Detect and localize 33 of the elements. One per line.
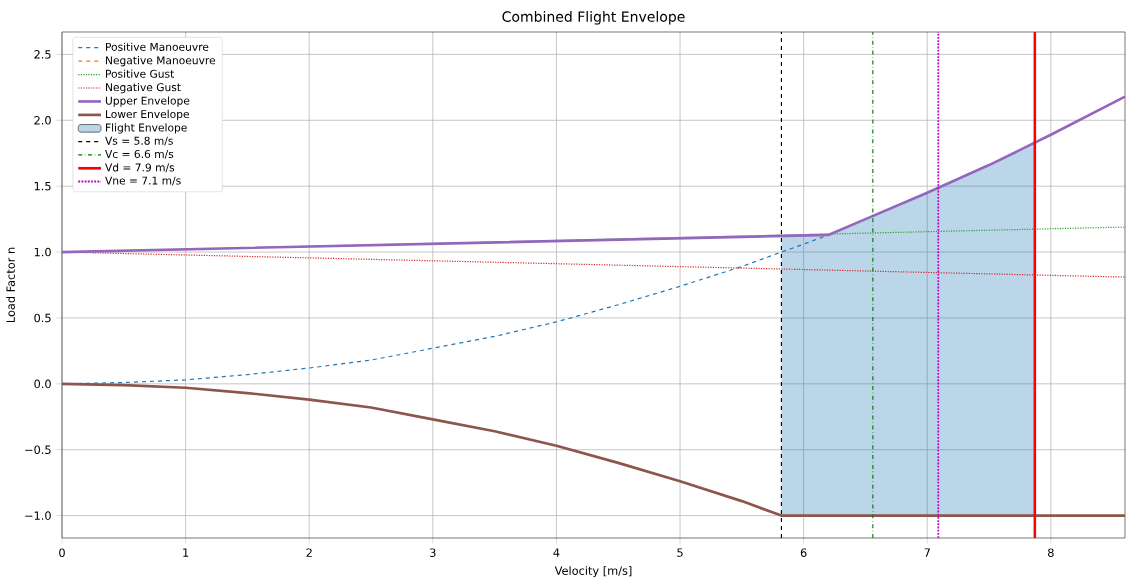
x-tick-label: 7 xyxy=(924,548,930,557)
x-tick-label: 6 xyxy=(800,548,807,558)
legend-label: Vs = 5.8 m/s xyxy=(105,136,173,146)
y-tick-label: 2.0 xyxy=(34,116,51,125)
y-tick-label: −1.0 xyxy=(25,511,51,521)
x-axis-title: Velocity [m/s] xyxy=(554,566,632,578)
x-tick-label: 3 xyxy=(430,548,436,558)
y-axis-title: Load Factor n xyxy=(6,248,15,323)
y-tick-label: 0.0 xyxy=(34,379,51,389)
y-tick-label: 0.5 xyxy=(34,313,51,323)
y-tick-label: 1.5 xyxy=(34,182,51,191)
legend-label: Positive Gust xyxy=(106,69,175,78)
legend-label: Vc = 6.6 m/s xyxy=(105,150,174,160)
y-tick-label: −0.5 xyxy=(25,445,51,455)
legend-label: Upper Envelope xyxy=(105,96,190,107)
legend-label: Vne = 7.1 m/s xyxy=(105,176,181,186)
y-tick-label: 1.0 xyxy=(34,248,51,257)
legend-label: Vd = 7.9 m/s xyxy=(105,163,175,173)
legend-label: Positive Manoeuvre xyxy=(106,42,209,52)
legend-label: Negative Manoeuvre xyxy=(106,56,216,67)
line-series xyxy=(62,382,1126,518)
x-tick-label: 4 xyxy=(553,548,560,557)
x-tick-label: 1 xyxy=(183,548,189,557)
x-tick-label: 2 xyxy=(306,548,312,558)
x-tick-label: 8 xyxy=(1048,548,1054,558)
legend-label: Lower Envelope xyxy=(106,110,189,121)
legend-label: Flight Envelope xyxy=(106,123,187,134)
line-series xyxy=(62,95,1126,254)
x-tick-label: 0 xyxy=(59,548,65,558)
x-tick-label: 5 xyxy=(677,548,683,558)
y-tick-label: 2.5 xyxy=(34,50,51,59)
legend-label: Negative Gust xyxy=(106,83,181,94)
chart-title: Combined Flight Envelope xyxy=(502,11,685,25)
